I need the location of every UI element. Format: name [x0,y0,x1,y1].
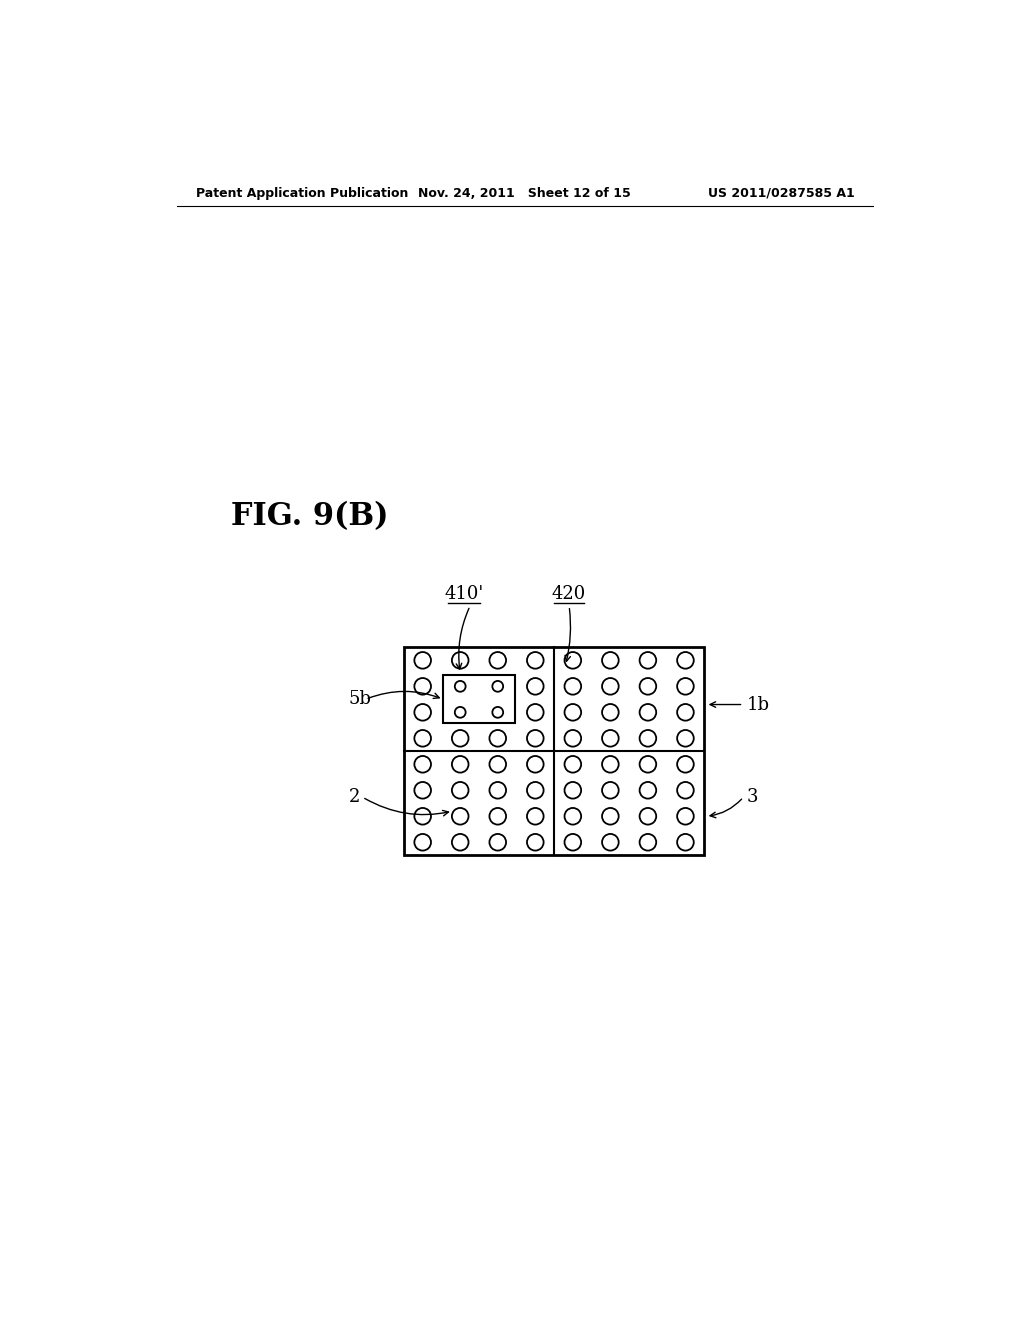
Text: 3: 3 [746,788,758,807]
Circle shape [455,708,466,718]
Circle shape [602,781,618,799]
Circle shape [564,730,582,747]
Circle shape [527,652,544,669]
Circle shape [640,652,656,669]
Circle shape [640,678,656,694]
Text: 1b: 1b [746,696,770,714]
Text: Nov. 24, 2011   Sheet 12 of 15: Nov. 24, 2011 Sheet 12 of 15 [419,186,631,199]
Circle shape [677,730,693,747]
Text: 5b: 5b [348,690,372,709]
Circle shape [452,756,469,772]
Circle shape [564,704,582,721]
Circle shape [527,756,544,772]
Circle shape [640,781,656,799]
Bar [403,647,705,855]
Circle shape [415,652,431,669]
Circle shape [489,730,506,747]
Circle shape [415,781,431,799]
Circle shape [602,704,618,721]
Circle shape [415,808,431,825]
Circle shape [564,781,582,799]
Circle shape [640,834,656,850]
Circle shape [415,704,431,721]
Circle shape [602,730,618,747]
Circle shape [489,808,506,825]
Circle shape [640,730,656,747]
Text: Patent Application Publication: Patent Application Publication [196,186,409,199]
Circle shape [493,708,503,718]
Circle shape [602,834,618,850]
Text: 410': 410' [444,585,483,603]
Circle shape [677,756,693,772]
Circle shape [640,756,656,772]
Circle shape [602,808,618,825]
Circle shape [677,678,693,694]
Circle shape [527,834,544,850]
Circle shape [527,781,544,799]
Circle shape [677,652,693,669]
Text: FIG. 9(B): FIG. 9(B) [230,502,388,532]
Circle shape [452,834,469,850]
Circle shape [602,652,618,669]
Circle shape [415,756,431,772]
Bar [443,676,515,723]
Circle shape [455,681,466,692]
Circle shape [493,681,503,692]
Circle shape [677,808,693,825]
Circle shape [415,730,431,747]
Circle shape [415,834,431,850]
Circle shape [527,704,544,721]
Circle shape [452,781,469,799]
Circle shape [489,756,506,772]
Circle shape [640,704,656,721]
Circle shape [677,704,693,721]
Circle shape [564,652,582,669]
Circle shape [489,652,506,669]
Circle shape [489,834,506,850]
Circle shape [640,808,656,825]
Circle shape [602,678,618,694]
Circle shape [527,730,544,747]
Circle shape [452,652,469,669]
Circle shape [415,678,431,694]
Circle shape [602,756,618,772]
Circle shape [452,730,469,747]
Text: 2: 2 [348,788,359,807]
Circle shape [564,808,582,825]
Circle shape [489,781,506,799]
Circle shape [677,834,693,850]
Text: US 2011/0287585 A1: US 2011/0287585 A1 [708,186,854,199]
Circle shape [564,678,582,694]
Circle shape [564,756,582,772]
Circle shape [564,834,582,850]
Circle shape [527,808,544,825]
Circle shape [452,808,469,825]
Text: 420: 420 [552,585,586,603]
Circle shape [527,678,544,694]
Circle shape [677,781,693,799]
